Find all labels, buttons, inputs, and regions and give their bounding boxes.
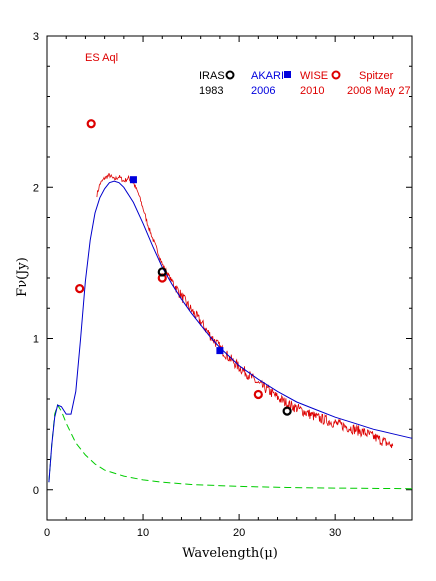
akari-point — [216, 347, 224, 355]
y-tick-label: 3 — [33, 31, 39, 43]
x-axis-label: Wavelength(μ) — [182, 546, 278, 561]
legend-name-iras: IRAS — [199, 70, 225, 82]
wise-point — [75, 283, 85, 294]
legend-year-spitzer: 2008 May 27 — [347, 85, 411, 97]
iras-point — [282, 406, 292, 416]
wise-point — [253, 389, 263, 400]
iras-point — [157, 267, 167, 277]
legend-year-akari: 2006 — [251, 85, 275, 97]
total-model-line — [48, 180, 413, 483]
x-tick-label: 10 — [137, 527, 149, 539]
y-tick-label: 1 — [33, 334, 39, 346]
legend-name-wise: WISE — [300, 70, 328, 82]
legend-marker-iras — [225, 70, 235, 80]
axis-ticks — [46, 35, 412, 521]
legend-name-spitzer: Spitzer — [359, 70, 394, 82]
plot-frame — [46, 35, 413, 521]
x-tick-label: 0 — [44, 527, 50, 539]
curves — [48, 173, 413, 490]
y-tick-label: 2 — [33, 182, 39, 194]
spitzer-spectrum-line — [96, 173, 394, 449]
legend-marker-akari — [284, 71, 291, 78]
photosphere-model-line — [48, 403, 413, 490]
axis-tick-labels: 0 10 20 30 0 1 2 3 — [33, 31, 341, 539]
chart-title: ES Aql — [85, 52, 118, 64]
data-markers — [75, 119, 292, 416]
y-tick-label: 0 — [33, 485, 39, 497]
legend: IRAS 1983 AKARI 2006 WISE 2010 Spitzer 2… — [199, 70, 411, 97]
y-axis-label: Fν(Jy) — [15, 257, 30, 297]
legend-name-akari: AKARI — [251, 70, 284, 82]
legend-year-wise: 2010 — [300, 85, 324, 97]
x-tick-label: 20 — [233, 527, 245, 539]
akari-point — [129, 176, 137, 184]
wise-point — [86, 119, 96, 129]
x-tick-label: 30 — [329, 527, 341, 539]
legend-marker-wise — [331, 70, 341, 80]
legend-year-iras: 1983 — [199, 85, 223, 97]
